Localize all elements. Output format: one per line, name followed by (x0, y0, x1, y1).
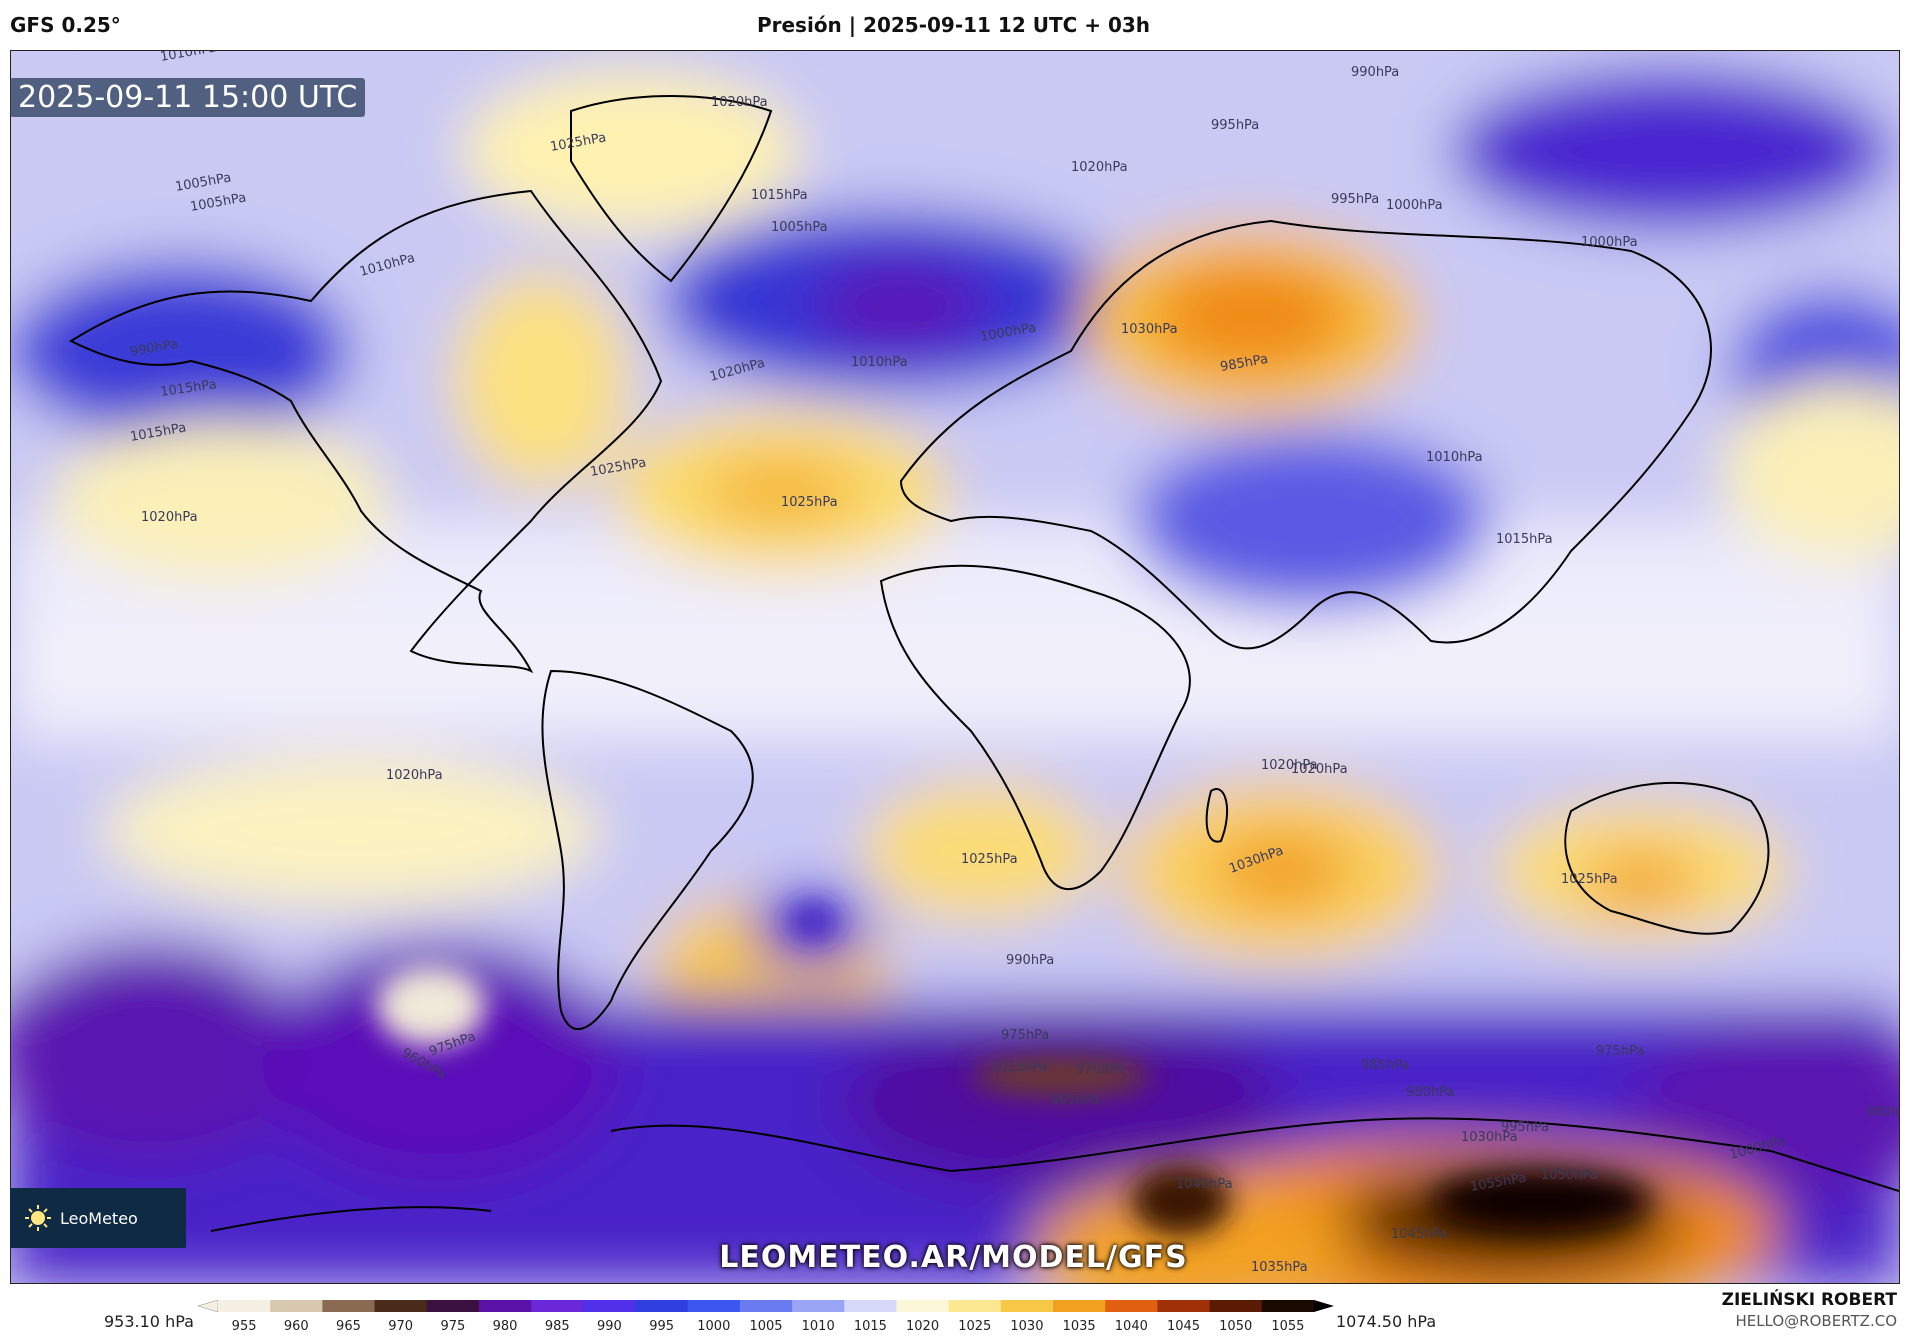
isobar-label: 995hPa (1501, 1120, 1549, 1135)
coastlines (68, 95, 1899, 1232)
isobar-label: 980hPa (1406, 1085, 1454, 1100)
colorbar-min-arrow (198, 1300, 219, 1313)
isobar-label: 1015hPa (991, 1060, 1048, 1075)
colorbar-cell (1000, 1300, 1054, 1312)
colorbar-cell (896, 1300, 950, 1312)
isobar-label: 1045hPa (1391, 1227, 1448, 1242)
colorbar-tick-label: 965 (336, 1319, 361, 1334)
colorbar-tick-label: 975 (440, 1319, 465, 1334)
colorbar-cell (948, 1300, 1002, 1312)
colorbar-cell (1261, 1300, 1315, 1312)
colorbar-tick-label: 1035 (1063, 1319, 1096, 1334)
colorbar-tick-label: 990 (597, 1319, 622, 1334)
colorbar-max-label: 1074.50 hPa (1336, 1312, 1437, 1331)
colorbar-cell (1209, 1300, 1263, 1312)
colorbar-tick-label: 1010 (802, 1319, 835, 1334)
isobar-label: 1015hPa (751, 188, 808, 203)
colorbar-tick-label: 1020 (906, 1319, 939, 1334)
leometeo-logo: LeoMeteo (10, 1188, 186, 1248)
colorbar-cell (739, 1300, 793, 1312)
colorbar-cell (322, 1300, 376, 1312)
colorbar-cell (478, 1300, 532, 1312)
author-email[interactable]: HELLO@ROBERTZ.CO (1735, 1312, 1897, 1330)
colorbar-tick-label: 1050 (1219, 1319, 1252, 1334)
colorbar-tick-label: 970 (388, 1319, 413, 1334)
colorbar-cell (583, 1300, 637, 1312)
sun-icon (25, 1205, 51, 1231)
isobar-label: 995hPa (1331, 192, 1379, 207)
isobar-label: 1050hPa (1541, 1168, 1598, 1183)
pressure-colorbar: 955 960 965 970 975 980 985 990 995 1000 1005 1010 1… (198, 1300, 1334, 1334)
isobar-label: 1035hPa (1251, 1260, 1308, 1275)
isobar-label: 965hPa (1051, 1093, 1099, 1108)
colorbar-tick-label: 985 (545, 1319, 570, 1334)
chart-title: Presión | 2025-09-11 12 UTC + 03h (756, 13, 1151, 37)
colorbar-cell (531, 1300, 584, 1312)
colorbar-cell (635, 1300, 689, 1312)
author-credit: ZIELIŃSKI ROBERT HELLO@ROBERTZ.CO (1722, 1290, 1897, 1330)
colorbar-cell (218, 1300, 271, 1312)
isobar-label: 975hPa (1001, 1028, 1049, 1043)
colorbar-cell (374, 1300, 428, 1312)
isobar-label: 1025hPa (961, 852, 1018, 867)
colorbar-tick-label: 1000 (697, 1319, 730, 1334)
isobar-label: 985hPa (1361, 1058, 1409, 1073)
isobar-label: 980hPa (1866, 1105, 1899, 1120)
colorbar-tick-label: 1030 (1010, 1319, 1043, 1334)
colorbar-cell (792, 1300, 845, 1312)
colorbar-cell (844, 1300, 897, 1312)
colorbar-tick-label: 1005 (749, 1319, 782, 1334)
isobar-label: 1015hPa (1496, 532, 1553, 547)
logo-text: LeoMeteo (60, 1208, 138, 1228)
colorbar-cell (687, 1300, 741, 1312)
colorbar-tick-label: 955 (232, 1319, 257, 1334)
colorbar-tick-label: 1015 (854, 1319, 887, 1334)
site-watermark: LEOMETEO.AR/MODEL/GFS (719, 1240, 1188, 1275)
isobar-label: 1020hPa (141, 510, 198, 525)
isobar-label: 1010hPa (1426, 450, 1483, 465)
isobar-label: 1020hPa (1261, 758, 1318, 773)
isobar-label: 970hPa (1076, 1062, 1124, 1077)
isobar-label: 1030hPa (1121, 322, 1178, 337)
colorbar-cell (426, 1300, 480, 1312)
colorbar-tick-label: 1025 (958, 1319, 991, 1334)
isobar-label: 1020hPa (1071, 160, 1128, 175)
isobar-label: 1020hPa (386, 768, 443, 783)
colorbar-tick-label: 1055 (1271, 1319, 1304, 1334)
isobar-label: 1020hPa (1291, 762, 1348, 777)
isobar-label: 1000hPa (1386, 198, 1443, 213)
isobar-label: 1025hPa (1561, 872, 1618, 887)
isobar-label: 1005hPa (771, 220, 828, 235)
colorbar-tick-label: 1040 (1115, 1319, 1148, 1334)
isobar-label: 1025hPa (781, 495, 838, 510)
isobar-label: 1010hPa (851, 355, 908, 370)
isobar-label: 1020hPa (711, 95, 768, 110)
colorbar-tick-label: 960 (284, 1319, 309, 1334)
valid-time-badge: 2025-09-11 15:00 UTC (10, 78, 366, 117)
isobar-label: 1000hPa (1581, 235, 1638, 250)
colorbar-tick-label: 1045 (1167, 1319, 1200, 1334)
isobar-label: 1040hPa (1176, 1177, 1233, 1192)
pressure-field: 1010hPa 1005hPa 1015hPa 990hPa 1020hPa 1025hP… (11, 51, 1899, 1283)
model-label: GFS 0.25° (10, 13, 121, 37)
author-name: ZIELIŃSKI ROBERT (1721, 1290, 1897, 1310)
colorbar-tick-label: 980 (493, 1319, 518, 1334)
colorbar-cell (1053, 1300, 1106, 1312)
colorbar-min-label: 953.10 hPa (104, 1312, 194, 1331)
colorbar-cell (1105, 1300, 1158, 1312)
colorbar-max-arrow (1314, 1300, 1334, 1312)
pressure-map[interactable]: 1010hPa 1005hPa 1015hPa 990hPa 1020hPa 1025hP… (10, 50, 1900, 1284)
isobar-label: 995hPa (1211, 118, 1259, 133)
colorbar-tick-label: 995 (649, 1319, 674, 1334)
colorbar-cell (270, 1300, 323, 1312)
colorbar-cell (1157, 1300, 1211, 1312)
isobar-label: 975hPa (1596, 1044, 1644, 1059)
isobar-label: 1030hPa (1461, 1130, 1518, 1145)
isobar-label: 990hPa (1006, 953, 1054, 968)
isobar-label: 990hPa (1351, 65, 1399, 80)
